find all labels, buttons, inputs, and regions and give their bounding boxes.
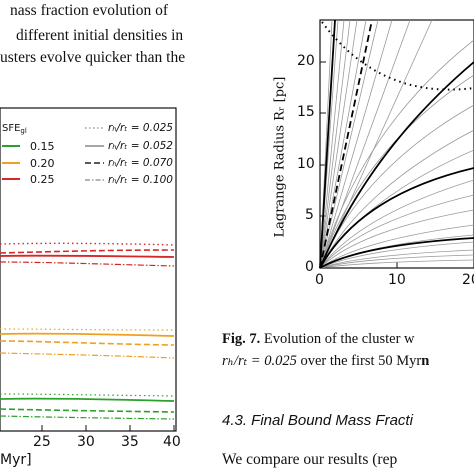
legend-label-025: 0.25 — [30, 173, 55, 186]
caption-math: rₕ/rₜ = 0.025 — [222, 353, 297, 369]
series-green-dashdot — [0, 415, 175, 420]
right-y-label: Lagrange Radius Rᵣ [pc] — [272, 76, 288, 238]
series-orange-dotted — [0, 328, 175, 331]
right-x-tick-10: 10 — [388, 272, 406, 288]
series-orange-dashdot — [0, 352, 175, 359]
right-x-tick-0: 0 — [315, 272, 324, 288]
legend-label-015: 0.15 — [30, 140, 55, 153]
right-y-tick-20: 20 — [297, 53, 315, 69]
figure-caption-text: Evolution of the cluster w — [263, 331, 415, 347]
left-x-label: Myr] — [0, 452, 32, 468]
series-red-dashed — [0, 249, 175, 254]
caption-rest: over the first 50 Myr — [300, 353, 422, 369]
right-y-tick-5: 5 — [305, 207, 314, 223]
series-orange-solid — [0, 332, 175, 337]
series-green-dashed — [0, 408, 175, 413]
curve-bold-3 — [319, 167, 474, 269]
left-x-tick-35: 35 — [121, 434, 139, 450]
curve-bold-2 — [319, 61, 474, 269]
right-y-tick-15: 15 — [297, 104, 315, 120]
lagrange-radius-curves — [319, 19, 474, 269]
paragraph-line-2: different initial densities in — [16, 27, 184, 44]
series-green-dotted — [0, 393, 175, 397]
paragraph-line-1: nass fraction evolution of — [10, 2, 168, 19]
legend-label-ratio-1: rₕ/rₜ = 0.025 — [108, 122, 173, 134]
legend-label-ratio-4: rₕ/rₜ = 0.100 — [108, 174, 173, 186]
left-chart-frame — [0, 107, 177, 432]
right-chart — [319, 19, 474, 269]
caption-bold: n — [421, 353, 430, 369]
curve-dashed-bold — [319, 19, 373, 269]
series-red-dashdot — [0, 261, 175, 267]
left-x-tick-40: 40 — [163, 434, 181, 450]
right-y-tick-10: 10 — [297, 156, 315, 172]
legend-label-020: 0.20 — [30, 157, 55, 170]
series-orange-dashed — [0, 340, 175, 346]
series-green-solid — [0, 397, 175, 402]
legend-sfe-header: SFEgl — [2, 123, 27, 135]
paragraph-line-3: usters evolve quicker than the — [0, 49, 186, 66]
curve-bold-1 — [319, 19, 336, 269]
figure-caption-line-2: rₕ/rₜ = 0.025 over the first 50 Myrn — [222, 353, 429, 370]
legend: SFEgl — [2, 123, 104, 181]
figure-caption-line-1: Fig. 7. Evolution of the cluster w — [222, 331, 415, 348]
legend-label-ratio-2: rₕ/rₜ = 0.052 — [108, 140, 173, 152]
section-heading: 4.3. Final Bound Mass Fracti — [222, 412, 413, 429]
series-red-dotted — [0, 242, 175, 246]
right-y-tick-0: 0 — [305, 259, 314, 275]
right-x-tick-20: 20 — [462, 272, 474, 288]
left-x-ticks — [41, 425, 175, 431]
body-text-line: We compare our results (rep — [222, 451, 398, 468]
figure-label: Fig. 7. — [222, 331, 261, 347]
series-red-solid — [0, 254, 175, 258]
curve-bold-4 — [319, 237, 474, 269]
tidal-radius-dotted — [321, 21, 474, 91]
left-x-tick-25: 25 — [33, 434, 51, 450]
left-x-tick-30: 30 — [77, 434, 95, 450]
legend-label-ratio-3: rₕ/rₜ = 0.070 — [108, 157, 173, 169]
